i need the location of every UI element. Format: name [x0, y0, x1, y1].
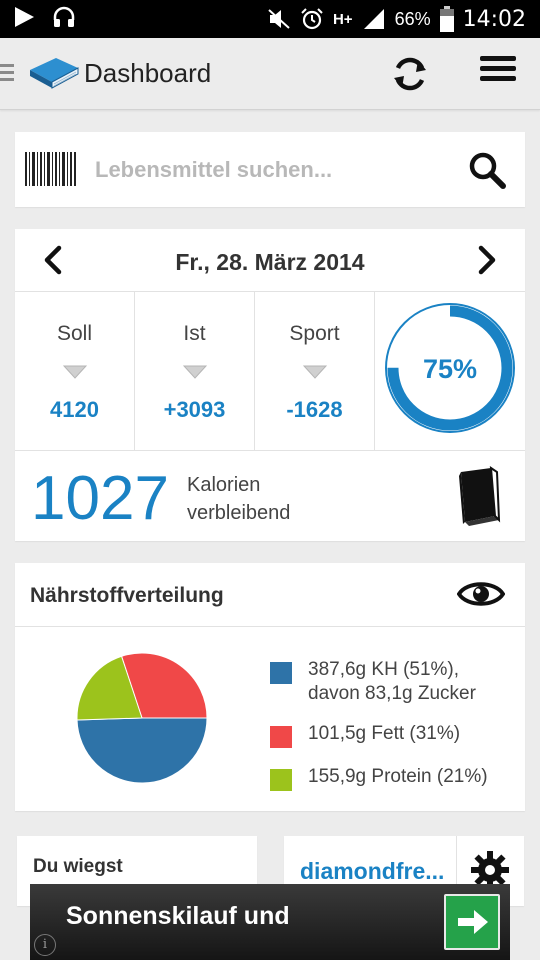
- calorie-progress-ring[interactable]: 75%: [375, 292, 525, 450]
- stat-value: +3093: [163, 397, 226, 422]
- play-icon: [15, 7, 34, 27]
- page-title: Dashboard: [84, 58, 212, 88]
- previous-day-chevron-icon[interactable]: [37, 243, 71, 277]
- legend-swatch: [270, 769, 292, 791]
- calories-remaining-value: 1027: [31, 464, 169, 533]
- barcode-icon[interactable]: [25, 152, 77, 186]
- stat-label: Soll: [56, 322, 93, 345]
- status-bar: H+ 66% 14:02: [0, 0, 540, 38]
- info-icon[interactable]: i: [34, 934, 56, 956]
- stat-label: Sport: [289, 322, 340, 345]
- nutrient-distribution-card: Nährstoffverteilung 387,6g KH (51%), dav…: [15, 563, 525, 811]
- gear-icon[interactable]: [470, 850, 510, 890]
- battery-percent: 66%: [394, 8, 431, 29]
- weight-label: Du wiegst: [33, 856, 123, 877]
- dropdown-arrow-icon: [303, 365, 327, 379]
- ad-text: Sonnenskilauf und: [66, 902, 290, 930]
- progress-ring-arc: [387, 305, 513, 431]
- divider: [456, 836, 457, 906]
- calories-remaining-label: Kalorien verbleibend: [187, 471, 290, 527]
- menu-icon[interactable]: [476, 52, 520, 96]
- date-navigator: Fr., 28. März 2014: [15, 229, 525, 292]
- stat-value: 4120: [50, 397, 99, 422]
- mute-icon: [268, 9, 290, 29]
- food-search-card: [15, 132, 525, 207]
- pie-slice-protein: [76, 655, 143, 721]
- status-left-icons: [12, 5, 76, 29]
- calories-remaining-label-line1: Kalorien: [187, 474, 261, 496]
- ad-banner[interactable]: Sonnenskilauf und i: [30, 884, 510, 960]
- username[interactable]: diamondfre...: [300, 858, 445, 884]
- network-type: H+: [332, 10, 353, 28]
- legend-swatch: [270, 726, 292, 748]
- book-icon[interactable]: [455, 466, 503, 526]
- next-day-chevron-icon[interactable]: [469, 243, 503, 277]
- progress-percent-label: 75%: [423, 354, 477, 384]
- stat-label: Ist: [183, 322, 206, 345]
- sync-icon[interactable]: [388, 52, 432, 96]
- stat-ist[interactable]: Ist +3093: [135, 292, 255, 450]
- stat-sport[interactable]: Sport -1628: [255, 292, 375, 450]
- pie-slice-fat: [120, 652, 208, 719]
- eye-icon[interactable]: [457, 577, 505, 611]
- legend-swatch: [270, 662, 292, 684]
- date-label: Fr., 28. März 2014: [175, 249, 365, 275]
- legend-text-carbs-line1: 387,6g KH (51%),: [308, 659, 460, 680]
- signal-icon: [363, 9, 384, 29]
- nutrient-pie-chart: [76, 652, 208, 784]
- search-icon[interactable]: [467, 150, 507, 190]
- stat-value: -1628: [286, 397, 343, 422]
- clock: 14:02: [462, 6, 526, 32]
- legend-text-protein: 155,9g Protein (21%): [308, 766, 488, 787]
- pie-slice-carbs: [76, 717, 208, 784]
- calories-remaining-row: 1027 Kalorien verbleibend: [15, 450, 525, 541]
- legend-text-carbs-line2: davon 83,1g Zucker: [308, 683, 476, 704]
- dropdown-arrow-icon: [183, 365, 207, 379]
- arrow-right-icon: [458, 910, 488, 934]
- legend-text-carbs: 387,6g KH (51%), davon 83,1g Zucker: [308, 658, 476, 706]
- stat-soll[interactable]: Soll 4120: [15, 292, 135, 450]
- progress-ring-outline: [385, 303, 515, 433]
- legend-text-fat: 101,5g Fett (31%): [308, 723, 461, 744]
- alarm-icon: [301, 8, 323, 30]
- calories-remaining-label-line2: verbleibend: [187, 502, 291, 524]
- ad-arrow-button[interactable]: [444, 894, 500, 950]
- status-right-icons: H+ 66% 14:02: [267, 6, 526, 32]
- app-bar: Dashboard: [0, 38, 540, 110]
- dropdown-arrow-icon: [63, 365, 87, 379]
- food-search-input[interactable]: [95, 152, 455, 188]
- nutrient-header: Nährstoffverteilung: [15, 563, 525, 627]
- battery-icon: [439, 6, 454, 32]
- drawer-indicator-icon[interactable]: [0, 64, 14, 84]
- headphones-icon: [53, 6, 75, 27]
- nutrient-title: Nährstoffverteilung: [30, 584, 224, 607]
- app-logo-book-icon[interactable]: [28, 54, 80, 94]
- day-summary-card: Fr., 28. März 2014 Soll 4120 Ist +3093 S…: [15, 229, 525, 541]
